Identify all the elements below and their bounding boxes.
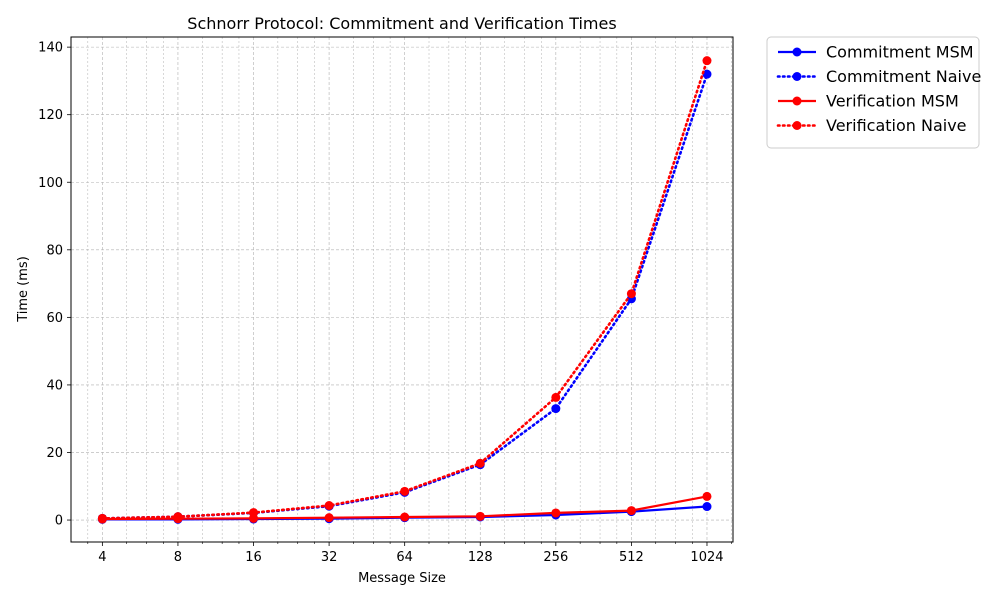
data-point (551, 508, 561, 518)
data-point (400, 486, 410, 496)
x-tick-label: 4 (98, 550, 106, 565)
data-point (475, 458, 485, 468)
legend-label: Commitment Naive (826, 67, 981, 86)
y-tick-label: 80 (46, 243, 63, 258)
y-tick-label: 60 (46, 311, 63, 326)
y-axis-label: Time (ms) (16, 256, 31, 323)
data-point (475, 511, 485, 521)
x-tick-label: 64 (396, 550, 413, 565)
legend-label: Commitment MSM (826, 43, 974, 62)
data-point (702, 69, 712, 79)
x-tick-label: 128 (468, 550, 493, 565)
y-tick-label: 0 (55, 514, 63, 529)
data-point (702, 491, 712, 501)
series-layer (97, 56, 712, 524)
y-tick-label: 100 (38, 176, 63, 191)
x-tick-label: 512 (619, 550, 644, 565)
y-axis-ticks: 0 20 40 60 80 100 120 140 (38, 41, 71, 529)
legend-swatch-marker (792, 47, 802, 57)
legend-box (766, 36, 980, 149)
data-point (702, 502, 712, 512)
legend-label: Verification MSM (826, 92, 959, 111)
data-point (249, 508, 259, 518)
x-axis-label: Message Size (358, 571, 446, 586)
major-gridlines (71, 37, 733, 542)
data-point (324, 513, 334, 523)
legend: Commitment MSM Commitment Naive Verificati… (766, 36, 981, 149)
data-point (551, 404, 561, 414)
data-point (551, 392, 561, 402)
x-tick-label: 8 (174, 550, 182, 565)
data-point (702, 56, 712, 66)
legend-swatch-marker (792, 121, 802, 130)
data-point (324, 501, 334, 511)
chart-title: Schnorr Protocol: Commitment and Verific… (187, 14, 616, 33)
series-line-commitment-naive (101, 72, 709, 520)
x-tick-label: 32 (321, 550, 338, 565)
data-point (400, 512, 410, 522)
legend-item: Commitment Naive (776, 67, 981, 86)
legend-item: Verification Naive (776, 116, 967, 135)
y-tick-label: 140 (38, 41, 63, 56)
legend-item: Verification MSM (778, 92, 959, 111)
minor-gridlines (87, 37, 732, 544)
y-tick-label: 120 (38, 108, 63, 123)
x-tick-label: 16 (245, 550, 262, 565)
data-point (626, 289, 636, 299)
x-tick-label: 1024 (690, 550, 723, 565)
data-point (97, 513, 107, 523)
legend-label: Verification Naive (826, 116, 967, 135)
x-axis-ticks: 4 8 16 32 64 128 256 512 1024 (98, 542, 724, 565)
legend-swatch-marker (792, 72, 802, 81)
data-point (173, 512, 183, 522)
data-point (626, 506, 636, 516)
x-tick-label: 256 (543, 550, 568, 565)
legend-swatch-marker (792, 96, 802, 106)
y-tick-label: 20 (46, 446, 63, 461)
series-verification-naive (97, 56, 712, 523)
legend-item: Commitment MSM (778, 43, 974, 62)
plot-frame (70, 36, 734, 543)
y-tick-label: 40 (46, 378, 63, 393)
